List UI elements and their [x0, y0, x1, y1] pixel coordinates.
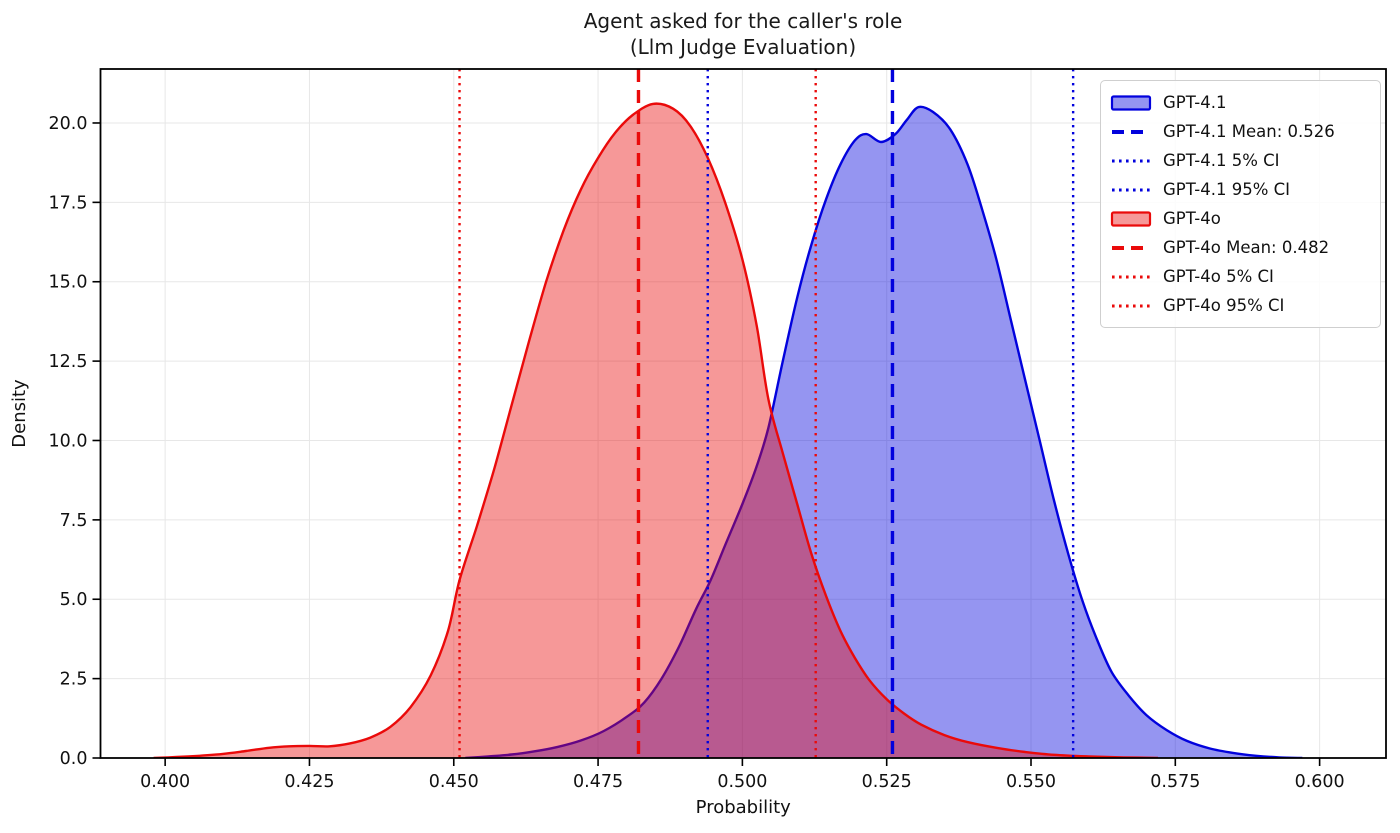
legend-dot-key	[1112, 159, 1150, 162]
legend-item: GPT-4.1 95% CI	[1110, 175, 1371, 204]
kde-curve-gpt-4-1	[465, 105, 1303, 758]
legend-label: GPT-4.1 5% CI	[1163, 151, 1280, 170]
y-tick-label: 20.0	[49, 114, 88, 134]
y-tick-label: 7.5	[60, 511, 88, 531]
y-tick-label: 12.5	[49, 352, 88, 372]
x-tick-label: 0.575	[1150, 772, 1200, 792]
x-tick-label: 0.475	[573, 772, 623, 792]
kde-fill-gpt-4-1	[465, 106, 1303, 758]
title-line-2: (Llm Judge Evaluation)	[629, 35, 857, 59]
legend-patch-key	[1110, 94, 1152, 111]
legend-dot-key	[1112, 275, 1150, 278]
y-tick-label: 2.5	[60, 670, 88, 690]
legend-label: GPT-4.1	[1163, 93, 1227, 112]
x-tick-label: 0.400	[140, 772, 190, 792]
x-tick-label: 0.450	[429, 772, 479, 792]
x-tick-label: 0.600	[1295, 772, 1345, 792]
x-tick-label: 0.425	[284, 772, 334, 792]
y-tick-label: 10.0	[49, 431, 88, 451]
y-tick-label: 17.5	[49, 193, 88, 213]
legend-patch-key	[1110, 210, 1152, 227]
legend-item: GPT-4o 5% CI	[1110, 262, 1371, 291]
legend: GPT-4.1 GPT-4.1 Mean: 0.526 GPT-4.1 5% CI G…	[1100, 80, 1381, 328]
legend-item: GPT-4.1 Mean: 0.526	[1110, 117, 1371, 146]
legend-label: GPT-4o	[1163, 209, 1221, 228]
x-tick-label: 0.525	[862, 772, 912, 792]
legend-label: GPT-4o Mean: 0.482	[1163, 238, 1330, 257]
kde-curve-gpt-4o	[153, 102, 1159, 758]
legend-label: GPT-4.1 95% CI	[1163, 180, 1291, 199]
axes-spines	[99, 68, 1387, 759]
legend-dash-key	[1112, 245, 1150, 250]
legend-dash-key	[1112, 129, 1150, 134]
legend-item: GPT-4o 95% CI	[1110, 291, 1371, 320]
legend-item: GPT-4.1	[1110, 88, 1371, 117]
legend-dot-key	[1112, 304, 1150, 307]
x-axis-label: Probability	[696, 797, 791, 818]
legend-label: GPT-4o 5% CI	[1163, 267, 1274, 286]
y-axis-label: Density	[9, 379, 30, 448]
title-line-1: Agent asked for the caller's role	[583, 9, 903, 33]
y-tick-label: 5.0	[60, 590, 88, 610]
x-tick-label: 0.500	[717, 772, 767, 792]
legend-item: GPT-4.1 5% CI	[1110, 146, 1371, 175]
kde-fill-gpt-4o	[153, 103, 1158, 758]
kde-layer	[153, 69, 1303, 758]
legend-dot-key	[1112, 188, 1150, 191]
y-tick-label: 0.0	[60, 749, 88, 769]
y-tick-label: 15.0	[49, 273, 88, 293]
legend-label: GPT-4o 95% CI	[1163, 296, 1285, 315]
legend-item: GPT-4o Mean: 0.482	[1110, 233, 1371, 262]
legend-item: GPT-4o	[1110, 204, 1371, 233]
chart-title: Agent asked for the caller's role (Llm J…	[100, 8, 1386, 60]
legend-label: GPT-4.1 Mean: 0.526	[1163, 122, 1335, 141]
x-tick-label: 0.550	[1006, 772, 1056, 792]
